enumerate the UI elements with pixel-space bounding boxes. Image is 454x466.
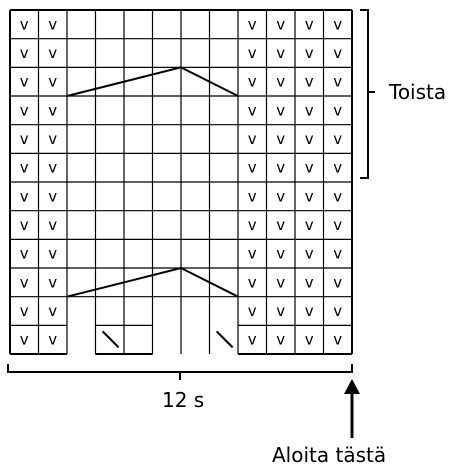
knit-stitch-symbol: v [48, 187, 57, 205]
knit-stitch-symbol: v [48, 331, 57, 349]
repeat-bracket [360, 9, 375, 179]
knit-stitch-symbol: v [48, 130, 57, 148]
stitch-count-label: 12 s [162, 388, 204, 412]
knit-stitch-symbol: v [248, 73, 257, 91]
knit-stitch-symbol: v [333, 331, 342, 349]
knit-stitch-symbol: v [248, 273, 257, 291]
knit-stitch-symbol: v [20, 216, 29, 234]
slash-mark [215, 330, 234, 349]
knit-stitch-symbol: v [248, 331, 257, 349]
knit-stitch-symbol: v [248, 187, 257, 205]
slash-mark [101, 330, 120, 349]
knit-stitch-symbol: v [20, 273, 29, 291]
repeat-label: Toista [388, 80, 446, 104]
knit-stitch-symbol: v [248, 159, 257, 177]
knit-stitch-symbol: v [248, 245, 257, 263]
knit-stitch-symbol: v [248, 130, 257, 148]
knit-stitch-symbol: v [20, 187, 29, 205]
knit-stitch-symbol: v [333, 302, 342, 320]
knit-stitch-symbol: v [276, 187, 285, 205]
knit-stitch-symbol: v [20, 245, 29, 263]
knit-stitch-symbol: v [276, 130, 285, 148]
cable-left-line [66, 267, 182, 298]
knit-stitch-symbol: v [333, 216, 342, 234]
knit-stitch-symbol: v [48, 15, 57, 33]
knit-stitch-symbol: v [48, 216, 57, 234]
knit-stitch-symbol: v [248, 15, 257, 33]
knit-stitch-symbol: v [305, 15, 314, 33]
knit-stitch-symbol: v [20, 130, 29, 148]
knit-stitch-symbol: v [20, 331, 29, 349]
knit-stitch-symbol: v [48, 159, 57, 177]
knit-stitch-symbol: v [48, 273, 57, 291]
knit-stitch-symbol: v [333, 101, 342, 119]
knit-stitch-symbol: v [305, 130, 314, 148]
knit-stitch-symbol: v [276, 273, 285, 291]
knit-stitch-symbol: v [276, 101, 285, 119]
knit-stitch-symbol: v [305, 101, 314, 119]
knit-stitch-symbol: v [305, 73, 314, 91]
cable-right-line [180, 66, 239, 97]
knit-stitch-symbol: v [48, 245, 57, 263]
knit-stitch-symbol: v [305, 331, 314, 349]
knit-stitch-symbol: v [276, 245, 285, 263]
knit-stitch-symbol: v [305, 44, 314, 62]
knit-stitch-symbol: v [248, 44, 257, 62]
knit-stitch-symbol: v [20, 302, 29, 320]
knit-stitch-symbol: v [48, 73, 57, 91]
knit-stitch-symbol: v [276, 159, 285, 177]
knit-stitch-symbol: v [333, 15, 342, 33]
start-arrow-head-icon [344, 379, 360, 394]
knit-stitch-symbol: v [333, 44, 342, 62]
chart-grid [9, 9, 353, 356]
knit-stitch-symbol: v [333, 130, 342, 148]
knit-stitch-symbol: v [276, 15, 285, 33]
knit-stitch-symbol: v [248, 101, 257, 119]
knit-stitch-symbol: v [48, 101, 57, 119]
start-here-label: Aloita tästä [272, 443, 386, 466]
stitch-count-bracket [7, 364, 353, 380]
knit-stitch-symbol: v [333, 273, 342, 291]
knit-stitch-symbol: v [20, 73, 29, 91]
knit-stitch-symbol: v [276, 302, 285, 320]
knit-stitch-symbol: v [305, 245, 314, 263]
knit-stitch-symbol: v [305, 187, 314, 205]
knit-stitch-symbol: v [20, 101, 29, 119]
knit-stitch-symbol: v [305, 273, 314, 291]
knit-stitch-symbol: v [20, 44, 29, 62]
cable-right-line [180, 267, 239, 298]
knit-stitch-symbol: v [305, 216, 314, 234]
knit-stitch-symbol: v [276, 331, 285, 349]
knit-stitch-symbol: v [276, 73, 285, 91]
knit-symbols: v v v v v vv v v v v vv v v v v vv v v v v vv v v v v vv v v v v vv v v v… [20, 15, 343, 348]
knit-stitch-symbol: v [333, 245, 342, 263]
knit-stitch-symbol: v [20, 159, 29, 177]
knit-stitch-symbol: v [333, 159, 342, 177]
knit-stitch-symbol: v [48, 44, 57, 62]
knit-stitch-symbol: v [276, 216, 285, 234]
knit-stitch-symbol: v [20, 15, 29, 33]
knit-stitch-symbol: v [48, 302, 57, 320]
knit-stitch-symbol: v [248, 216, 257, 234]
knit-stitch-symbol: v [333, 187, 342, 205]
cable-crossings [66, 66, 239, 349]
cable-left-line [66, 66, 182, 97]
knit-stitch-symbol: v [305, 159, 314, 177]
knit-stitch-symbol: v [248, 302, 257, 320]
knit-stitch-symbol: v [333, 73, 342, 91]
knit-stitch-symbol: v [305, 302, 314, 320]
knit-stitch-symbol: v [276, 44, 285, 62]
